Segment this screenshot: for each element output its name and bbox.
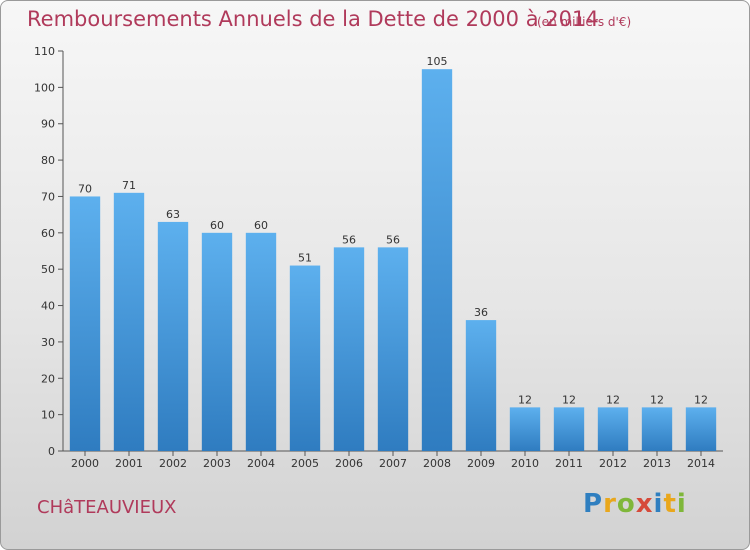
logo-letter: o bbox=[616, 489, 636, 519]
x-tick-label: 2000 bbox=[71, 457, 99, 470]
bar bbox=[113, 192, 145, 451]
y-tick-label: 110 bbox=[34, 45, 55, 58]
logo-letter: r bbox=[603, 489, 617, 519]
bar bbox=[245, 232, 277, 451]
bar bbox=[421, 69, 453, 451]
bar bbox=[509, 407, 541, 451]
data-label: 56 bbox=[386, 233, 400, 246]
bar bbox=[641, 407, 673, 451]
x-tick-label: 2004 bbox=[247, 457, 275, 470]
bar bbox=[465, 320, 497, 451]
data-label: 12 bbox=[606, 393, 620, 406]
logo-letter: t bbox=[663, 489, 677, 519]
bar bbox=[157, 221, 189, 451]
data-label: 12 bbox=[518, 393, 532, 406]
commune-name: CHâTEAUVIEUX bbox=[37, 497, 177, 518]
logo-letter: i bbox=[653, 489, 664, 519]
data-label: 105 bbox=[427, 55, 448, 68]
bar bbox=[597, 407, 629, 451]
x-tick-label: 2001 bbox=[115, 457, 143, 470]
data-label: 56 bbox=[342, 233, 356, 246]
data-label: 12 bbox=[650, 393, 664, 406]
x-tick-label: 2005 bbox=[291, 457, 319, 470]
x-tick-label: 2006 bbox=[335, 457, 363, 470]
logo-letter: i bbox=[676, 489, 687, 519]
y-tick-label: 90 bbox=[41, 118, 55, 131]
x-tick-label: 2003 bbox=[203, 457, 231, 470]
logo-letter: x bbox=[635, 489, 654, 519]
y-tick-label: 80 bbox=[41, 154, 55, 167]
y-tick-label: 60 bbox=[41, 227, 55, 240]
x-tick-label: 2009 bbox=[467, 457, 495, 470]
x-tick-label: 2014 bbox=[687, 457, 715, 470]
y-tick-label: 50 bbox=[41, 263, 55, 276]
logo-letter: P bbox=[583, 489, 604, 519]
data-label: 70 bbox=[78, 182, 92, 195]
bar bbox=[553, 407, 585, 451]
y-tick-label: 20 bbox=[41, 372, 55, 385]
x-tick-label: 2002 bbox=[159, 457, 187, 470]
bar bbox=[69, 196, 101, 451]
x-tick-label: 2012 bbox=[599, 457, 627, 470]
proxiti-logo: Proxiti bbox=[583, 489, 687, 519]
chart-title: Remboursements Annuels de la Dette de 20… bbox=[27, 7, 599, 31]
bar bbox=[333, 247, 365, 451]
data-label: 36 bbox=[474, 306, 488, 319]
data-label: 60 bbox=[254, 219, 268, 232]
data-label: 60 bbox=[210, 219, 224, 232]
data-label: 12 bbox=[562, 393, 576, 406]
data-label: 63 bbox=[166, 208, 180, 221]
data-label: 12 bbox=[694, 393, 708, 406]
y-tick-label: 30 bbox=[41, 336, 55, 349]
data-label: 51 bbox=[298, 252, 312, 265]
unit-note: (en milliers d'€) bbox=[537, 15, 632, 29]
y-tick-label: 100 bbox=[34, 81, 55, 94]
bar bbox=[201, 232, 233, 451]
x-tick-label: 2010 bbox=[511, 457, 539, 470]
x-tick-label: 2008 bbox=[423, 457, 451, 470]
bar bbox=[289, 265, 321, 451]
y-tick-label: 10 bbox=[41, 409, 55, 422]
x-tick-label: 2007 bbox=[379, 457, 407, 470]
x-tick-label: 2013 bbox=[643, 457, 671, 470]
y-tick-label: 40 bbox=[41, 300, 55, 313]
bar bbox=[685, 407, 717, 451]
bar bbox=[377, 247, 409, 451]
data-label: 71 bbox=[122, 179, 136, 192]
y-tick-label: 0 bbox=[48, 445, 55, 458]
y-tick-label: 70 bbox=[41, 190, 55, 203]
x-tick-label: 2011 bbox=[555, 457, 583, 470]
